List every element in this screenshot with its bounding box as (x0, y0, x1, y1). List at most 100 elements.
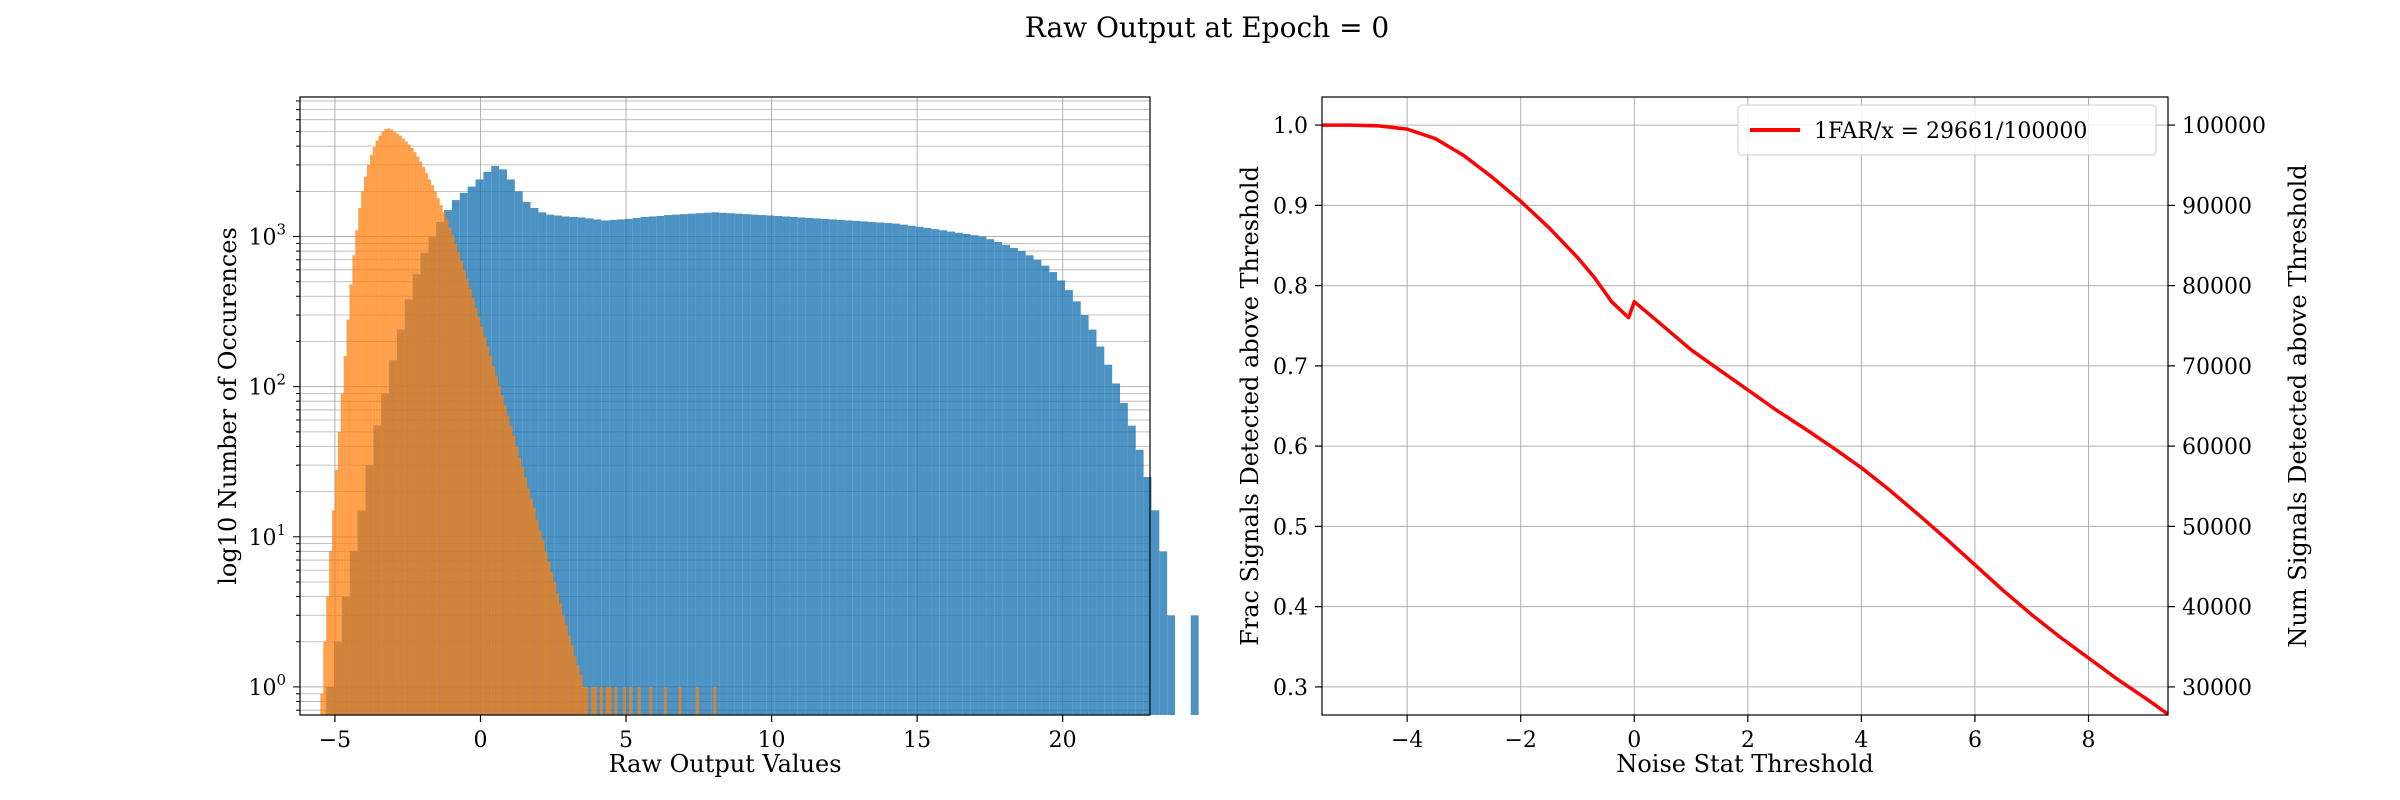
histogram-bar (1065, 290, 1073, 715)
histogram-bar (387, 128, 391, 715)
histogram-bar (1002, 244, 1010, 715)
histogram-bar (829, 219, 838, 715)
histogram-bar (978, 236, 987, 715)
histogram-bar (931, 229, 940, 715)
histogram-bar (538, 530, 542, 715)
histogram-bar (585, 686, 589, 715)
histogram-bar (1072, 301, 1081, 715)
detection-curve-x-axis-label: Noise Stat Threshold (1616, 750, 1873, 778)
histogram-bar (332, 510, 335, 715)
histogram-bar (599, 686, 603, 715)
histogram-bar (329, 551, 333, 715)
histogram-bar (624, 218, 633, 716)
legend-entry-label: 1FAR/x = 29661/100000 (1814, 119, 2087, 144)
histogram-bar (346, 319, 350, 715)
histogram-bar (672, 214, 680, 715)
histogram-bar (711, 212, 720, 716)
histogram-bar (844, 220, 853, 715)
histogram-bar (518, 456, 522, 715)
histogram-bar (605, 686, 609, 715)
histogram-bar (1096, 346, 1105, 715)
histogram-bar (506, 415, 510, 715)
histogram-bar (1080, 315, 1089, 715)
detection-curve-series-line (1322, 123, 2170, 716)
histogram-bar (617, 219, 625, 715)
histogram-bar (372, 146, 376, 716)
detection-curve-left-y-tick-label: 1.0 (1273, 114, 1308, 139)
histogram-bar (1167, 615, 1176, 715)
histogram-bar (656, 216, 665, 716)
histogram-bar (541, 540, 545, 715)
histogram-bar (451, 235, 455, 716)
detection-curve-x-tick-label: 6 (1968, 728, 1982, 753)
histogram-bar (954, 232, 963, 715)
detection-curve-right-y-tick-label: 80000 (2182, 275, 2252, 300)
histogram-bar (923, 227, 932, 715)
histogram-bar (503, 405, 507, 715)
histogram-bar (477, 317, 481, 715)
histogram-bar (489, 356, 493, 715)
histogram-bar (1104, 364, 1113, 715)
histogram-y-tick-label: 103 (248, 221, 286, 251)
histogram-bar (375, 140, 379, 715)
histogram-bar (986, 239, 995, 715)
histogram-bar (1120, 402, 1128, 715)
histogram-bar (436, 198, 440, 715)
histogram-bar (994, 241, 1003, 715)
histogram-bar (915, 226, 924, 715)
histogram-bar (637, 686, 641, 715)
histogram-x-tick-label: 0 (473, 728, 487, 753)
detection-curve-left-y-axis-label: Frac Signals Detected above Threshold (1236, 166, 1264, 646)
histogram-bar (678, 686, 682, 715)
histogram-bar (413, 152, 417, 715)
histogram-bar (582, 686, 586, 715)
histogram-bar (352, 255, 356, 715)
detection-curve-right-y-tick-label: 50000 (2182, 515, 2252, 540)
histogram-bar (428, 179, 431, 716)
histogram-bar (326, 596, 330, 715)
detection-curve-ticks: −4 −2 0 2 4 6 8 0.3 0.4 0.5 0.6 0.7 0.8 0.9 1.0 30000 40… (1273, 114, 2266, 753)
detection-curve-x-tick-label: 0 (1627, 728, 1641, 753)
histogram-bar (576, 664, 580, 715)
histogram-bar (719, 212, 728, 715)
histogram-bar (1041, 265, 1050, 715)
histogram-bar (334, 469, 338, 715)
histogram-bar (640, 216, 649, 715)
histogram-bar (947, 231, 955, 715)
histogram-bar (410, 147, 414, 715)
histogram-bar (544, 551, 548, 715)
histogram-bar (1033, 259, 1042, 715)
histogram-bar (559, 603, 562, 715)
histogram-bar (577, 217, 586, 715)
legend-box (1737, 104, 2157, 156)
histogram-bar (591, 686, 595, 715)
histogram-bar (734, 213, 743, 715)
histogram-bar (422, 167, 426, 715)
histogram-bar (340, 393, 344, 715)
histogram-bar (323, 641, 327, 715)
histogram-bar (454, 243, 458, 715)
detection-curve-right-y-tick-label: 70000 (2182, 355, 2252, 380)
histogram-bar (530, 207, 539, 715)
histogram-bar (608, 686, 612, 715)
histogram-bar (532, 508, 536, 715)
histogram-bar (892, 223, 900, 715)
histogram-bar (515, 446, 519, 715)
histogram-bar (585, 218, 594, 715)
histogram-bar (465, 279, 469, 715)
legend: 1FAR/x = 29661/100000 (1737, 104, 2157, 156)
histogram-bar (550, 572, 554, 715)
histogram-bar (695, 686, 699, 715)
detection-curve-panel: −4 −2 0 2 4 6 8 0.3 0.4 0.5 0.6 0.7 0.8 0.9 1.0 30000 40… (1236, 96, 2312, 778)
detection-curve-left-y-tick-label: 0.3 (1273, 676, 1308, 701)
histogram-bar (821, 218, 830, 716)
histogram-bar (398, 135, 402, 715)
detection-curve-right-y-axis-label: Num Signals Detected above Threshold (2284, 164, 2312, 647)
histogram-bar (774, 216, 783, 716)
histogram-bar (546, 214, 555, 715)
histogram-bar (648, 216, 657, 715)
histogram-x-tick-label: 15 (903, 728, 931, 753)
histogram-bar (649, 686, 653, 715)
histogram-bar (492, 366, 496, 715)
histogram-x-tick-label: −5 (319, 728, 351, 753)
